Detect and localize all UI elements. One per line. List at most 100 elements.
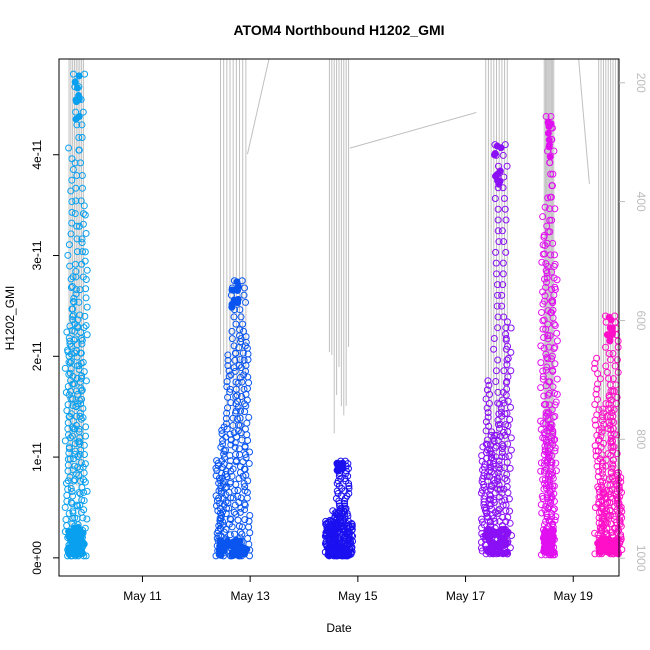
data-point	[500, 238, 508, 246]
data-point	[546, 332, 554, 340]
data-point	[546, 216, 554, 224]
data-point	[595, 406, 603, 414]
data-point	[226, 515, 234, 523]
data-point	[544, 332, 552, 340]
data-point	[79, 220, 87, 228]
data-point	[227, 399, 235, 407]
data-point	[213, 457, 221, 465]
data-point	[245, 460, 253, 468]
data-point	[548, 539, 556, 547]
data-point	[553, 276, 561, 284]
data-point	[219, 518, 227, 526]
data-point	[489, 539, 497, 547]
data-point	[501, 496, 509, 504]
data-point	[484, 525, 492, 533]
x-axis-label: Date	[326, 621, 352, 635]
data-point	[500, 313, 508, 321]
data-point	[82, 377, 90, 385]
data-point	[70, 298, 78, 306]
data-point	[499, 151, 507, 159]
data-point	[606, 538, 614, 546]
data-point	[545, 451, 553, 459]
data-point	[76, 450, 84, 458]
data-point	[611, 362, 619, 370]
data-point	[70, 380, 78, 388]
x-axis: May 11 May 13 May 15 May 17 May 19	[123, 576, 593, 603]
data-point	[237, 313, 245, 321]
data-point	[597, 443, 605, 451]
data-point	[218, 430, 226, 438]
data-point	[539, 419, 547, 427]
data-point	[605, 392, 613, 400]
data-point	[495, 505, 503, 513]
data-point	[243, 494, 251, 502]
data-point	[598, 462, 606, 470]
data-point	[234, 287, 242, 295]
data-point	[540, 334, 548, 342]
data-point	[75, 425, 83, 433]
data-point	[485, 400, 493, 408]
data-point	[486, 495, 494, 503]
data-point	[490, 470, 498, 478]
data-point	[232, 385, 240, 393]
data-point	[503, 318, 511, 326]
data-point	[599, 538, 607, 546]
data-point	[539, 288, 547, 296]
data-point	[72, 184, 80, 192]
data-point	[494, 324, 502, 332]
data-point	[549, 170, 557, 178]
data-point	[76, 397, 84, 405]
data-point	[538, 258, 546, 266]
data-point	[348, 520, 356, 528]
data-point	[67, 230, 75, 238]
data-point	[543, 269, 551, 277]
data-point	[599, 413, 607, 421]
data-point	[495, 238, 503, 246]
data-point	[539, 250, 547, 258]
data-point	[593, 354, 601, 362]
data-point	[503, 458, 511, 466]
data-point	[82, 285, 90, 293]
data-point	[221, 542, 229, 550]
data-point	[67, 357, 75, 365]
data-point	[503, 409, 511, 417]
right-tick-label: 400	[634, 192, 648, 212]
data-point	[494, 507, 502, 515]
data-point	[67, 350, 75, 358]
data-point	[506, 507, 514, 515]
y-tick-label: 3e-11	[30, 240, 44, 270]
data-point	[541, 442, 549, 450]
data-point	[499, 281, 507, 289]
data-point	[598, 470, 606, 478]
data-point	[549, 299, 557, 307]
data-point	[328, 549, 336, 557]
data-point	[501, 474, 509, 482]
data-point	[243, 385, 251, 393]
right-tick-label: 600	[634, 310, 648, 330]
data-point	[241, 501, 249, 509]
data-point	[540, 344, 548, 352]
data-point	[83, 515, 91, 523]
data-point	[542, 409, 550, 417]
data-point	[80, 202, 88, 210]
data-point	[234, 379, 242, 387]
data-point	[78, 134, 86, 142]
data-point	[67, 365, 75, 373]
data-point	[539, 325, 547, 333]
data-point	[543, 363, 551, 371]
data-point	[496, 424, 504, 432]
data-point	[228, 472, 236, 480]
data-point	[223, 483, 231, 491]
right-tick-label: 1000	[634, 545, 648, 572]
data-point	[540, 392, 548, 400]
data-point	[69, 492, 77, 500]
data-point	[593, 462, 601, 470]
data-point	[494, 477, 502, 485]
x-tick-label: May 15	[338, 589, 378, 603]
data-point	[483, 441, 491, 449]
data-point	[61, 437, 69, 445]
data-point	[538, 308, 546, 316]
data-point	[493, 431, 501, 439]
data-point	[75, 428, 83, 436]
data-point	[496, 485, 504, 493]
